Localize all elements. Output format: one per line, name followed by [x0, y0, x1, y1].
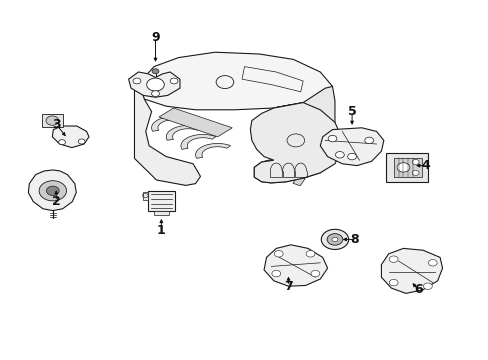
Circle shape	[133, 78, 141, 84]
Polygon shape	[52, 126, 89, 148]
Polygon shape	[250, 103, 339, 183]
Polygon shape	[142, 192, 147, 200]
Polygon shape	[28, 170, 76, 211]
Polygon shape	[386, 153, 427, 182]
Polygon shape	[134, 52, 332, 110]
Text: 6: 6	[413, 283, 422, 296]
Text: 5: 5	[347, 105, 356, 118]
Polygon shape	[271, 160, 283, 170]
Circle shape	[152, 69, 159, 74]
Circle shape	[78, 139, 85, 144]
Circle shape	[46, 116, 59, 125]
Circle shape	[321, 229, 348, 249]
Circle shape	[146, 78, 164, 91]
Polygon shape	[195, 144, 230, 158]
Polygon shape	[147, 191, 175, 211]
Text: 9: 9	[151, 31, 160, 44]
Circle shape	[331, 237, 337, 242]
Polygon shape	[181, 135, 215, 149]
Polygon shape	[320, 128, 383, 166]
Circle shape	[59, 140, 65, 145]
Polygon shape	[154, 211, 168, 215]
Circle shape	[326, 234, 342, 245]
Circle shape	[388, 279, 397, 286]
Circle shape	[170, 78, 178, 84]
Polygon shape	[134, 83, 200, 185]
Polygon shape	[159, 108, 232, 137]
Text: 1: 1	[157, 224, 165, 237]
Text: 4: 4	[420, 159, 429, 172]
Circle shape	[271, 270, 280, 277]
Circle shape	[46, 186, 59, 195]
Circle shape	[427, 260, 436, 266]
Circle shape	[423, 283, 431, 289]
Text: 3: 3	[52, 118, 61, 131]
Polygon shape	[393, 158, 421, 177]
Polygon shape	[254, 86, 334, 183]
Circle shape	[411, 159, 418, 165]
Polygon shape	[151, 117, 186, 131]
Text: 8: 8	[349, 233, 358, 246]
Text: 2: 2	[52, 195, 61, 208]
Circle shape	[305, 251, 314, 257]
Polygon shape	[41, 114, 63, 127]
Text: 7: 7	[284, 280, 292, 293]
Polygon shape	[282, 168, 294, 178]
Circle shape	[151, 91, 159, 96]
Circle shape	[388, 256, 397, 262]
Circle shape	[39, 181, 66, 201]
Circle shape	[347, 153, 356, 160]
Circle shape	[327, 135, 336, 142]
Polygon shape	[128, 72, 180, 97]
Polygon shape	[166, 126, 201, 140]
Circle shape	[310, 270, 319, 277]
Polygon shape	[381, 248, 442, 293]
Circle shape	[396, 163, 409, 172]
Circle shape	[335, 152, 344, 158]
Polygon shape	[292, 176, 305, 186]
Circle shape	[364, 137, 373, 144]
Circle shape	[411, 170, 418, 175]
Circle shape	[274, 251, 283, 257]
Polygon shape	[264, 245, 327, 286]
